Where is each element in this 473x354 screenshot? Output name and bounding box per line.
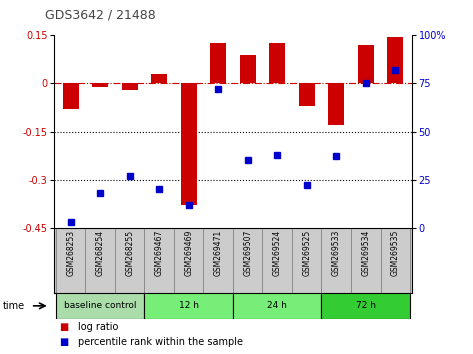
Text: GSM269524: GSM269524 bbox=[273, 230, 282, 276]
Text: 72 h: 72 h bbox=[356, 301, 376, 310]
Text: percentile rank within the sample: percentile rank within the sample bbox=[78, 337, 243, 347]
Text: GSM268253: GSM268253 bbox=[66, 230, 75, 276]
Text: GSM269535: GSM269535 bbox=[391, 230, 400, 276]
Text: log ratio: log ratio bbox=[78, 322, 118, 332]
Text: time: time bbox=[2, 301, 25, 311]
Bar bbox=[151, 74, 167, 84]
Bar bbox=[86, 228, 115, 293]
Bar bbox=[92, 84, 108, 87]
Text: GSM269507: GSM269507 bbox=[243, 230, 252, 276]
Bar bbox=[387, 37, 403, 84]
Text: GSM269471: GSM269471 bbox=[214, 230, 223, 276]
Bar bbox=[181, 84, 197, 205]
Text: 24 h: 24 h bbox=[267, 301, 287, 310]
Text: GSM269533: GSM269533 bbox=[332, 230, 341, 276]
Bar bbox=[144, 293, 233, 319]
Bar bbox=[322, 228, 351, 293]
Text: GDS3642 / 21488: GDS3642 / 21488 bbox=[45, 8, 156, 21]
Text: GSM269534: GSM269534 bbox=[361, 230, 370, 276]
Bar bbox=[351, 228, 380, 293]
Bar bbox=[210, 44, 226, 84]
Text: GSM269469: GSM269469 bbox=[184, 230, 193, 276]
Bar bbox=[298, 84, 315, 106]
Bar bbox=[269, 44, 285, 84]
Text: 12 h: 12 h bbox=[179, 301, 199, 310]
Bar bbox=[174, 228, 203, 293]
Text: GSM269467: GSM269467 bbox=[155, 230, 164, 276]
Bar bbox=[233, 228, 263, 293]
Text: GSM268255: GSM268255 bbox=[125, 230, 134, 276]
Bar bbox=[263, 228, 292, 293]
Bar bbox=[203, 228, 233, 293]
Bar bbox=[233, 293, 322, 319]
Bar bbox=[358, 45, 374, 84]
Text: GSM269525: GSM269525 bbox=[302, 230, 311, 276]
Text: ■: ■ bbox=[59, 322, 69, 332]
Bar bbox=[56, 293, 144, 319]
Bar bbox=[56, 228, 86, 293]
Bar bbox=[122, 84, 138, 90]
Bar bbox=[322, 293, 410, 319]
Bar bbox=[62, 84, 79, 109]
Bar bbox=[380, 228, 410, 293]
Text: ■: ■ bbox=[59, 337, 69, 347]
Bar bbox=[240, 55, 256, 84]
Text: GSM268254: GSM268254 bbox=[96, 230, 105, 276]
Bar bbox=[292, 228, 322, 293]
Bar bbox=[115, 228, 144, 293]
Bar bbox=[328, 84, 344, 125]
Text: baseline control: baseline control bbox=[64, 301, 136, 310]
Bar bbox=[144, 228, 174, 293]
